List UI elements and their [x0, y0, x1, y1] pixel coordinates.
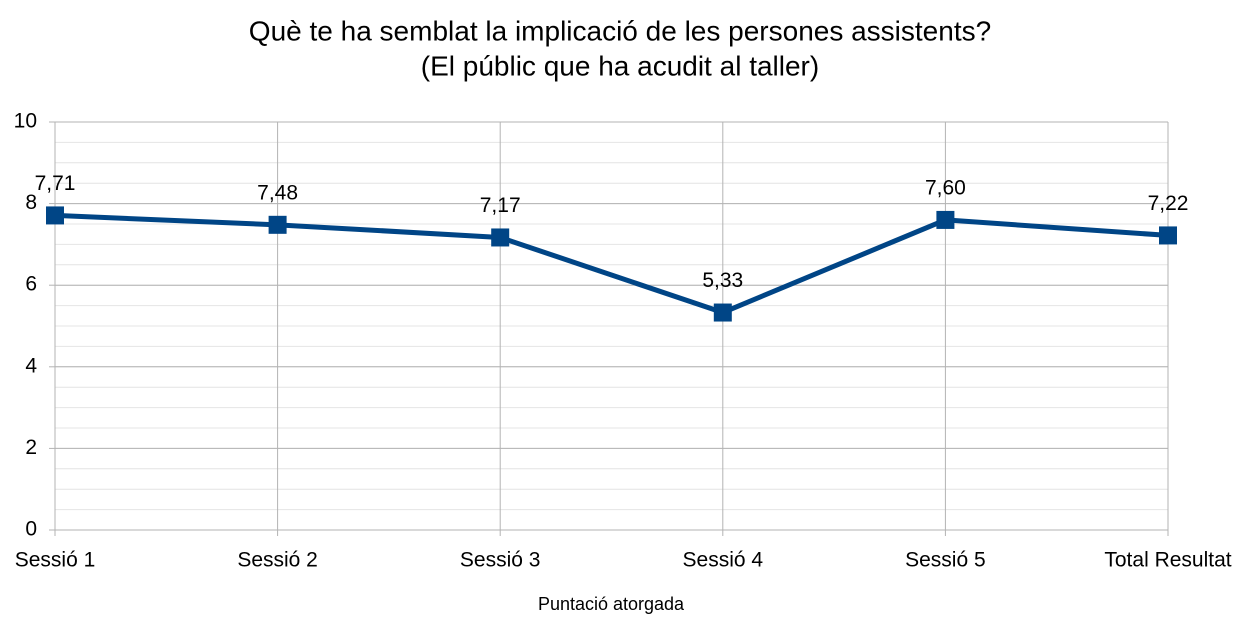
x-tick-label: Sessió 4 — [683, 549, 764, 572]
x-tick-label: Total Resultat — [1104, 549, 1231, 572]
marker — [491, 228, 510, 247]
series-line — [54, 212, 1169, 316]
x-tick-label: Sessió 2 — [237, 549, 318, 572]
x-tick-label: Sessió 5 — [905, 549, 986, 572]
data-label: 5,33 — [702, 269, 743, 292]
data-label: 7,22 — [1148, 192, 1189, 215]
y-tick-label: 8 — [25, 191, 37, 214]
marker — [936, 210, 955, 229]
x-tick-label: Sessió 3 — [460, 549, 541, 572]
chart-title: Què te ha semblat la implicació de les p… — [249, 15, 991, 46]
data-label: 7,48 — [257, 181, 298, 204]
y-tick-label: 0 — [25, 518, 37, 541]
y-tick-label: 2 — [25, 436, 37, 459]
x-axis-title: Puntació atorgada — [538, 594, 685, 614]
marker — [46, 206, 64, 225]
marker — [268, 215, 287, 234]
data-label: 7,17 — [480, 194, 521, 217]
marker — [1159, 226, 1177, 245]
y-tick-label: 6 — [25, 273, 37, 296]
chart-subtitle: (El públic que ha acudit al taller) — [421, 50, 819, 81]
y-tick-label: 4 — [25, 354, 37, 377]
marker — [713, 303, 732, 322]
data-label: 7,60 — [925, 176, 966, 199]
y-tick-label: 10 — [14, 110, 37, 133]
data-label: 7,71 — [35, 172, 76, 195]
x-tick-label: Sessió 1 — [15, 549, 96, 572]
